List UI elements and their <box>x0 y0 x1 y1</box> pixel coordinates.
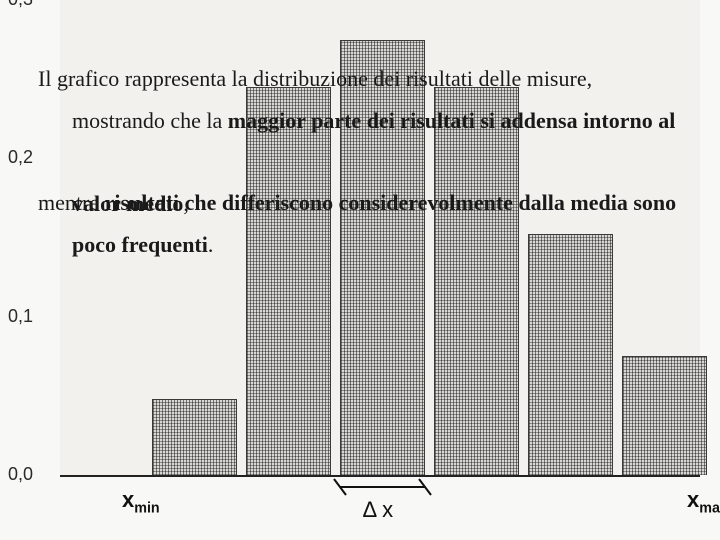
y-tick-label: 0,1 <box>8 306 33 327</box>
caption-paragraph-2: mentre risultati che differiscono consid… <box>38 182 698 266</box>
delta-x-label: Δ x <box>363 497 394 523</box>
caption-p2-line1-plain: mentre <box>38 190 105 215</box>
histogram-bar <box>528 234 613 475</box>
caption-p2-line2-bold: poco frequenti <box>72 232 208 257</box>
x-min-sub: min <box>134 500 159 516</box>
caption-p2-line2-tail: . <box>208 232 214 257</box>
histogram-bar <box>622 356 707 475</box>
y-tick-label: 0,3 <box>8 0 33 10</box>
delta-x-bracket <box>326 477 439 499</box>
caption-p1-line2-plain: mostrando che la <box>72 108 228 133</box>
caption-p2-line1-bold: risultati che differiscono considerevolm… <box>105 190 677 215</box>
caption-p1-line1: Il grafico rappresenta la distribuzione … <box>38 66 592 91</box>
x-min-symbol: x <box>122 487 134 512</box>
x-max-sub: max <box>699 500 720 516</box>
x-min-label: xmin <box>122 487 160 516</box>
y-tick-label: 0,0 <box>8 464 33 485</box>
x-max-symbol: x <box>687 487 699 512</box>
x-max-label: xmax <box>687 487 720 516</box>
caption-p1-line2-bold: maggior parte dei risultati si addensa i… <box>228 108 676 133</box>
histogram-bar <box>152 399 237 475</box>
y-tick-label: 0,2 <box>8 147 33 168</box>
